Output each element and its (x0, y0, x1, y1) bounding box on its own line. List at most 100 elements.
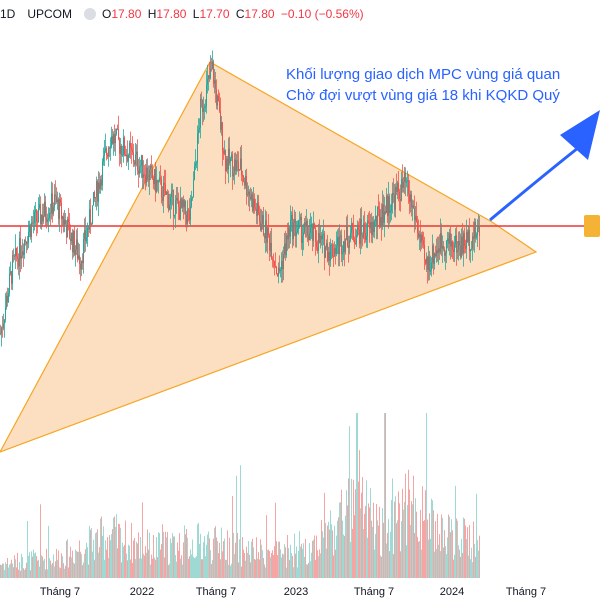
volume-bar (296, 546, 297, 578)
candle-body (383, 204, 384, 223)
symmetrical-triangle-drawing[interactable] (0, 61, 538, 453)
candle-body (308, 235, 309, 241)
volume-bar (157, 557, 158, 578)
candle-body (395, 186, 396, 210)
volume-bar (152, 558, 153, 578)
candle-body (73, 231, 74, 253)
candle-body (329, 251, 330, 262)
candle-body (109, 147, 110, 149)
candle-body (34, 211, 35, 224)
arrow-head (560, 110, 600, 160)
volume-bar (259, 559, 260, 578)
volume-bar (8, 567, 9, 578)
volume-bar (58, 550, 59, 578)
candle-body (32, 222, 33, 224)
volume-bar (396, 523, 397, 578)
volume-bar (318, 556, 319, 578)
volume-bar (176, 561, 177, 578)
breakout-arrow[interactable] (489, 110, 600, 222)
candle-body (269, 235, 270, 251)
volume-bar (198, 522, 199, 578)
volume-bar (134, 537, 135, 578)
candle-body (235, 159, 236, 171)
volume-bar (301, 543, 302, 578)
volume-bar (89, 526, 90, 578)
volume-bar (290, 544, 291, 578)
volume-bar (232, 495, 233, 578)
volume-bar (138, 532, 139, 578)
candle-body (315, 228, 316, 242)
candle-body (183, 199, 184, 208)
candle-body (467, 231, 468, 243)
volume-bar (249, 554, 250, 578)
candle-body (181, 198, 182, 208)
candle-body (441, 232, 442, 249)
candle-body (477, 227, 478, 236)
volume-bar (213, 538, 214, 578)
time-axis[interactable]: Tháng 7 2022 Tháng 7 2023 Tháng 7 2024 Tháng 7 (40, 586, 546, 598)
candle-body (435, 253, 436, 257)
candle-body (234, 159, 235, 174)
timeframe-label[interactable]: 1D (0, 7, 16, 21)
volume-bar (394, 501, 395, 578)
volume-bar (168, 565, 169, 578)
volume-bar (389, 551, 390, 578)
candle-body (165, 184, 166, 195)
candle-body (174, 214, 175, 217)
volume-bar (177, 542, 178, 578)
candle-body (212, 61, 213, 70)
candle-body (177, 198, 178, 201)
chart-annotation[interactable]: Khối lượng giao dịch MPC vùng giá quan C… (286, 64, 600, 106)
volume-bar (159, 533, 160, 578)
volume-bar (308, 562, 309, 578)
volume-bar (139, 558, 140, 578)
volume-bar (381, 556, 382, 578)
volume-bar (317, 550, 318, 578)
candle-body (389, 196, 390, 213)
volume-bar (408, 469, 409, 578)
volume-bar (161, 544, 162, 578)
volume-bar (231, 563, 232, 578)
candle-body (330, 244, 331, 262)
volume-bar (458, 545, 459, 578)
candle-body (344, 241, 345, 253)
volume-bar (212, 559, 213, 578)
candle-body (280, 269, 281, 272)
volume-bar (333, 555, 334, 578)
candle-body (118, 129, 119, 139)
candle-body (272, 259, 273, 261)
ohlc-readout: O17.80 H17.80 L17.70 C17.80 −0.10 (−0.56… (102, 7, 367, 21)
candle-body (231, 154, 232, 159)
volume-bar (379, 506, 380, 578)
candle-body (333, 256, 334, 257)
candle-body (152, 167, 153, 179)
volume-bar (418, 541, 419, 578)
candle-body (309, 233, 310, 241)
candle-body (245, 176, 246, 186)
volume-bar (103, 526, 104, 578)
candle-body (107, 154, 108, 157)
candle-body (193, 180, 194, 197)
volume-bar (127, 560, 128, 578)
volume-bar (155, 559, 156, 578)
volume-bar (28, 555, 29, 578)
volume-bar (274, 546, 275, 578)
volume-bar (24, 569, 25, 578)
volume-bar (233, 532, 234, 578)
candle-body (46, 217, 47, 222)
candle-body (419, 234, 420, 238)
x-tick-label: 2023 (284, 586, 308, 598)
volume-bar (426, 413, 427, 578)
volume-bar (246, 546, 247, 578)
annotation-line-1: Khối lượng giao dịch MPC vùng giá quan (286, 66, 561, 83)
candle-body (297, 229, 298, 233)
volume-bar (20, 570, 21, 578)
volume-bar (460, 556, 461, 578)
volume-bar (81, 554, 82, 578)
volume-bar (116, 514, 117, 578)
volume-bar (361, 492, 362, 578)
candle-body (393, 192, 394, 196)
volume-bar (256, 537, 257, 578)
